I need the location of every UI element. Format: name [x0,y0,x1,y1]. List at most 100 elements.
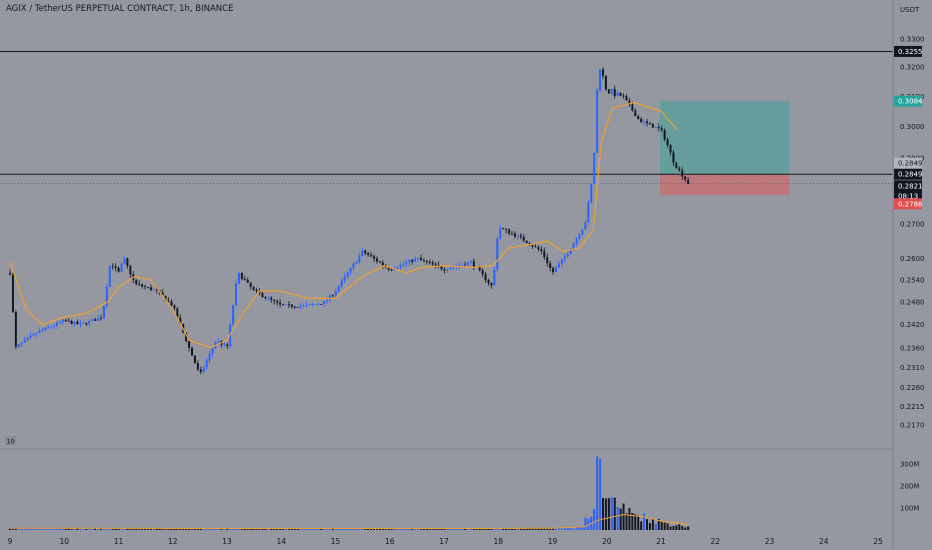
candle-body [199,369,202,372]
candle-body [528,243,531,245]
candle-body [646,121,649,124]
volume-bar [449,528,452,530]
candle-body [299,305,302,308]
volume-bar [431,529,434,530]
volume-bar [114,527,117,530]
volume-bar [202,528,205,530]
candle-body [634,110,637,117]
volume-bar [522,529,525,530]
volume-bar [390,528,393,530]
volume-bar [349,528,352,530]
candle-body [396,267,399,269]
volume-bar [314,529,317,530]
y-tick-label: 0.2540 [900,277,925,285]
volume-bar [472,528,475,530]
volume-bar [53,528,56,530]
candle-body [414,258,417,262]
candle-body [100,318,103,319]
main-pane [0,50,893,375]
y-tick-label: 0.2700 [900,220,925,228]
candle-body [326,299,329,302]
volume-bar [443,528,446,530]
volume-bar [258,529,261,530]
volume-bar [64,528,67,530]
candle-body [11,274,14,312]
candle-body [566,254,569,257]
volume-bar [152,528,155,530]
volume-bar [393,528,396,530]
candle-body [519,235,522,237]
volume-bar [607,498,610,530]
volume-bar [502,528,505,530]
volume-bar [508,529,511,530]
high-line-label: 0.3255 [898,48,923,56]
volume-bar [616,507,619,530]
volume-bar [185,528,188,530]
volume-bar [399,528,402,530]
candle-body [601,69,604,76]
volume-bar [167,529,170,530]
volume-bar [675,525,678,530]
volume-bar [337,528,340,530]
candle-body [44,327,47,330]
volume-bar [249,528,252,530]
volume-bar [41,528,44,530]
volume-bar [519,527,522,530]
volume-bar [176,528,179,530]
volume-bar [220,529,223,530]
volume-bar [182,528,185,530]
volume-bar [361,528,364,530]
candle-body [152,289,155,291]
candle-body [540,249,543,252]
volume-bar [117,528,120,530]
volume-bar [279,529,282,530]
volume-bar [252,528,255,530]
candle-body [487,280,490,283]
x-tick-label: 11 [114,537,124,546]
volume-bar [282,528,285,530]
candle-body [252,286,255,290]
candle-body [346,272,349,277]
candle-body [543,251,546,258]
volume-bar [97,528,100,530]
volume-bar [455,528,458,530]
candle-body [126,258,129,266]
candle-body [249,282,252,287]
candle-body [73,321,76,324]
candle-body [311,304,314,306]
candle-body [431,262,434,265]
candle-body [196,363,199,370]
volume-bar [255,528,258,530]
volume-bar [601,498,604,530]
last-line-label-bg [894,168,922,180]
volume-bar [85,528,88,530]
volume-bar [346,528,349,530]
entry-label: 0.2849 [898,160,923,168]
candle-body [138,283,141,285]
candle-body [340,280,343,287]
volume-bar [193,528,196,530]
volume-bar [654,523,657,530]
candle-body [419,258,422,260]
volume-bar [284,528,287,530]
volume-bar [651,519,654,530]
last-line-label: 0.2849 [898,171,923,179]
candle-body [631,104,634,111]
volume-bar [428,528,431,530]
candle-body [141,284,144,287]
volume-bar [317,528,320,530]
candle-body [328,295,331,300]
candle-body [464,264,467,266]
candle-body [625,96,628,101]
volume-bar [543,527,546,530]
x-tick-label: 22 [710,537,720,546]
candle-body [613,89,616,96]
candle-body [32,333,35,336]
candle-body [314,304,317,306]
candle-body [144,286,147,288]
volume-bar [516,528,519,530]
volume-bar [546,527,549,530]
x-tick-label: 15 [331,537,341,546]
candle-body [296,306,299,308]
